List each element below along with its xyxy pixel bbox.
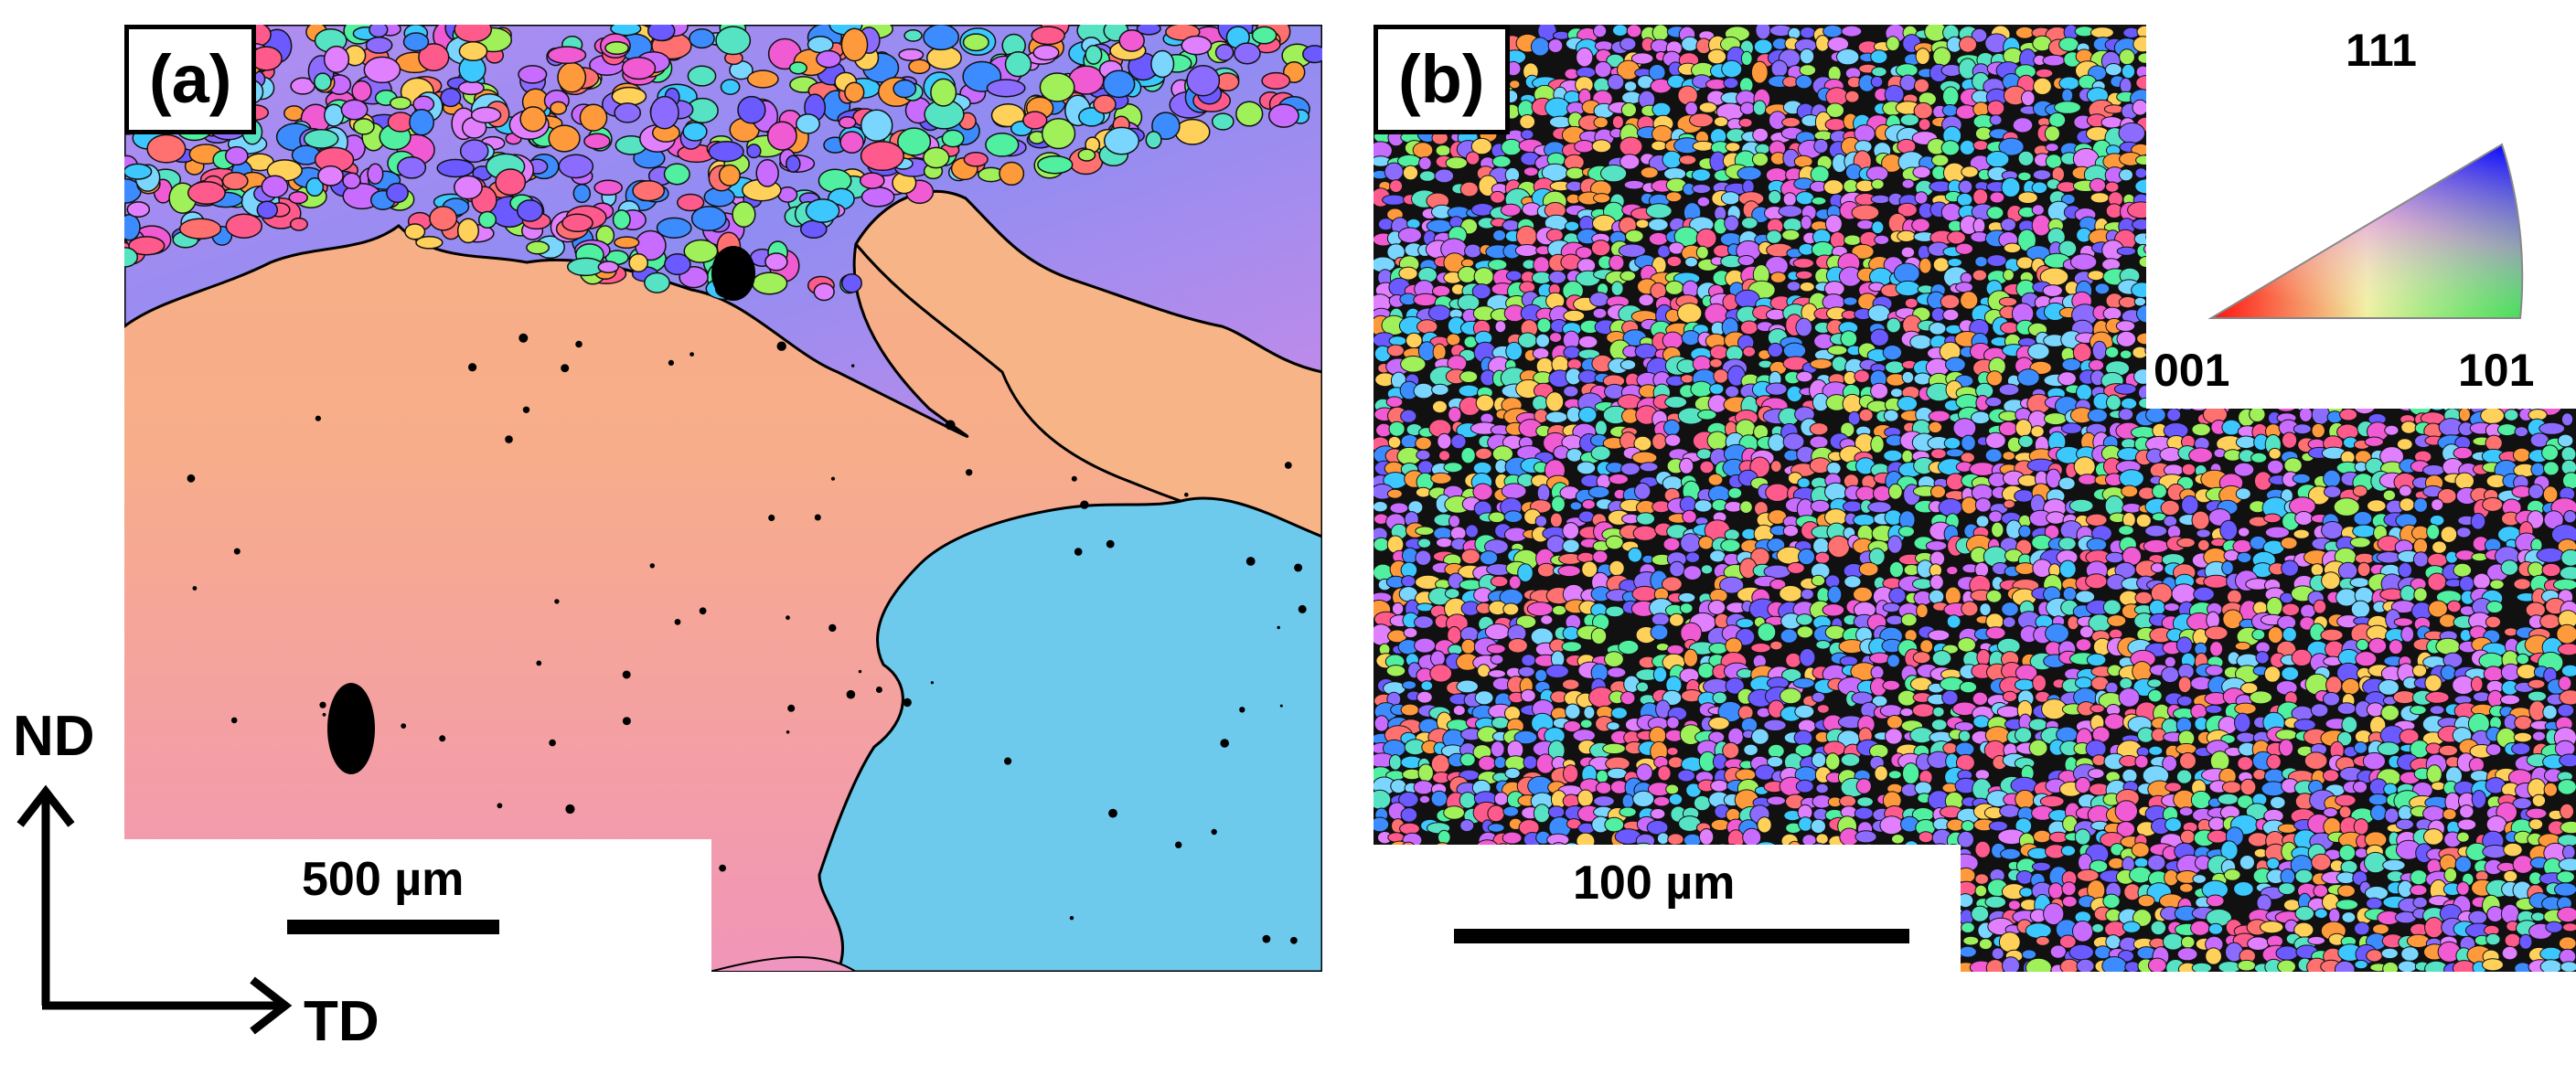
orange-grain-lobe [854,189,1322,538]
scale-bar-b-line [1454,929,1909,943]
sample-axes [16,784,293,1035]
panel-label-a: (a) [124,25,257,134]
ipf-key-label-101: 101 [2458,345,2535,396]
axis-label-td: TD [304,990,379,1053]
scale-bar-a: 500 µm [124,839,711,972]
scale-bar-a-line [287,920,499,934]
panel-label-b: (b) [1374,25,1510,134]
pore [711,246,755,301]
ipf-color-key-triangle [2207,143,2524,319]
cyan-grain [818,496,1322,972]
scale-bar-a-text: 500 µm [302,853,465,906]
ipf-key-label-111: 111 [2346,25,2417,76]
large-pore [327,683,375,774]
axis-label-nd: ND [13,705,95,768]
ebsd-map-panel-a: (a) 500 µm [124,25,1322,972]
nd-arrow-head [16,784,75,827]
td-arrow-head [250,976,293,1035]
small-pores-a [187,333,1307,946]
scale-bar-b-text: 100 µm [1573,857,1736,910]
scale-bar-b: 100 µm [1374,845,1961,972]
ipf-key-label-001: 001 [2154,345,2230,396]
